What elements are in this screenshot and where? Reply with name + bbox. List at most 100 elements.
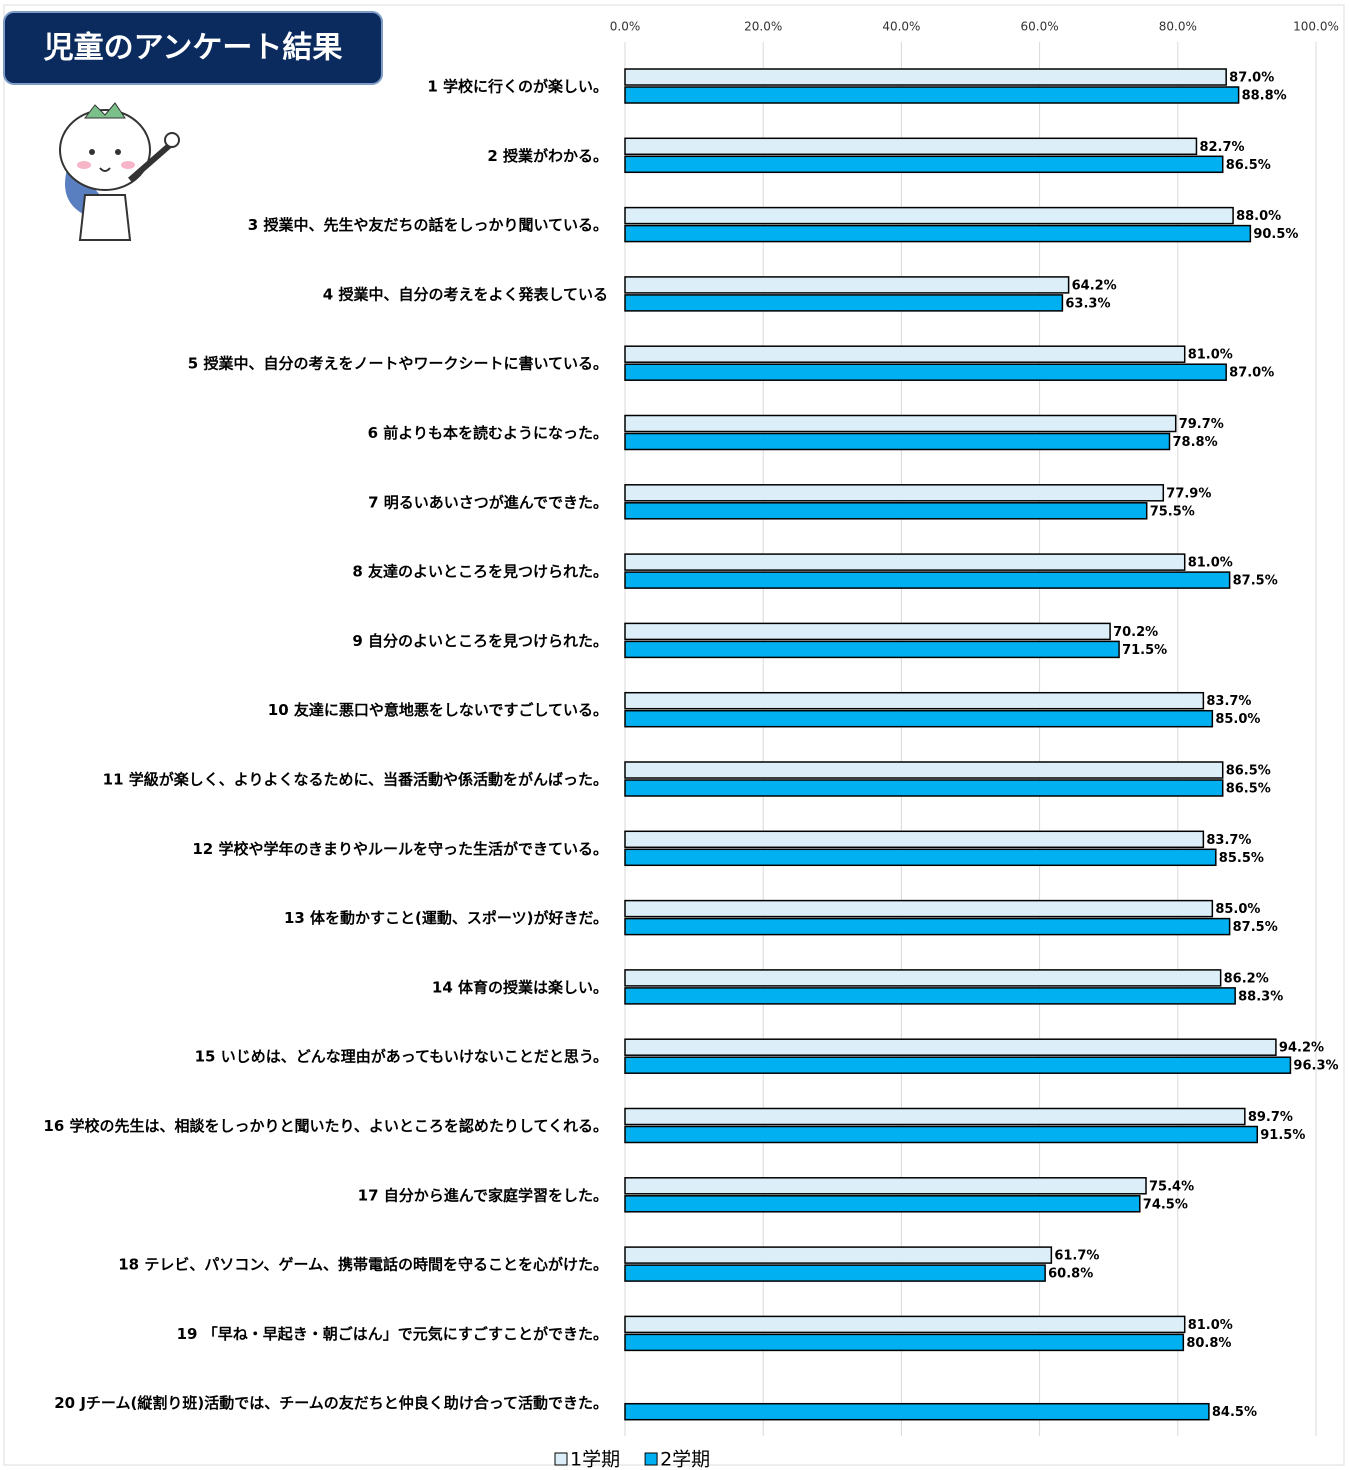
bar	[625, 1265, 1045, 1281]
bar	[625, 226, 1250, 242]
bar	[625, 623, 1110, 639]
category-label: 16 学校の先生は、相談をしっかりと聞いたり、よいところを認めたりしてくれる。	[43, 1117, 608, 1135]
value-label: 61.7%	[1054, 1249, 1099, 1264]
bar	[625, 572, 1230, 588]
bar	[625, 554, 1185, 570]
value-label: 88.0%	[1236, 209, 1281, 224]
bar	[625, 780, 1223, 796]
category-label: 15 いじめは、どんな理由があってもいけないことだと思う。	[195, 1048, 608, 1066]
bar	[625, 295, 1062, 311]
bar	[625, 1404, 1209, 1420]
x-tick-label: 0.0%	[610, 20, 641, 34]
category-label: 18 テレビ、パソコン、ゲーム、携帯電話の時間を守ることを心がけた。	[118, 1256, 608, 1274]
value-label: 70.2%	[1113, 625, 1158, 640]
value-label: 81.0%	[1188, 556, 1233, 571]
value-label: 87.5%	[1233, 920, 1278, 935]
value-label: 81.0%	[1188, 348, 1233, 363]
value-label: 82.7%	[1199, 140, 1244, 155]
category-label: 7 明るいあいさつが進んでできた。	[368, 493, 608, 511]
value-label: 87.0%	[1229, 366, 1274, 381]
bar	[625, 970, 1221, 986]
bar	[625, 1057, 1290, 1073]
bar	[625, 364, 1226, 380]
bar	[625, 503, 1147, 519]
bar	[625, 87, 1239, 103]
bar	[625, 1247, 1051, 1263]
x-tick-label: 80.0%	[1159, 20, 1197, 34]
category-label: 17 自分から進んで家庭学習をした。	[358, 1186, 608, 1204]
value-label: 87.5%	[1233, 574, 1278, 589]
bar	[625, 277, 1069, 293]
value-label: 90.5%	[1253, 227, 1298, 242]
value-label: 94.2%	[1279, 1041, 1324, 1056]
value-label: 78.8%	[1173, 435, 1218, 450]
value-label: 91.5%	[1260, 1128, 1305, 1143]
value-label: 87.0%	[1229, 71, 1274, 86]
x-tick-label: 40.0%	[882, 20, 920, 34]
bar	[625, 641, 1119, 657]
bar	[625, 1334, 1183, 1350]
bar	[625, 693, 1203, 709]
category-label: 9 自分のよいところを見つけられた。	[352, 632, 608, 650]
bar	[625, 346, 1185, 362]
value-label: 84.5%	[1212, 1405, 1257, 1420]
category-label: 4 授業中、自分の考えをよく発表している	[323, 285, 608, 303]
category-label: 6 前よりも本を読むようになった。	[368, 424, 608, 442]
category-label: 14 体育の授業は楽しい。	[432, 978, 608, 996]
value-label: 85.0%	[1215, 902, 1260, 917]
category-label: 10 友達に悪口や意地悪をしないですごしている。	[268, 701, 608, 719]
value-label: 80.8%	[1186, 1336, 1231, 1351]
bar	[625, 988, 1235, 1004]
bar	[625, 711, 1212, 727]
value-label: 71.5%	[1122, 643, 1167, 658]
value-label: 81.0%	[1188, 1318, 1233, 1333]
category-label: 13 体を動かすこと(運動、スポーツ)が好きだ。	[284, 909, 608, 927]
bar	[625, 1109, 1245, 1125]
legend-label: 2学期	[660, 1449, 710, 1470]
bar	[625, 1316, 1185, 1332]
category-label: 20 Jチーム(縦割り班)活動では、チームの友だちと仲良く助け合って活動できた。	[54, 1394, 608, 1412]
value-label: 77.9%	[1166, 486, 1211, 501]
bar	[625, 762, 1223, 778]
bar	[625, 416, 1176, 432]
bar	[625, 831, 1203, 847]
value-label: 86.2%	[1224, 971, 1269, 986]
bar	[625, 919, 1230, 935]
value-label: 60.8%	[1048, 1267, 1093, 1282]
value-label: 88.8%	[1242, 89, 1287, 104]
category-label: 19 「早ね・早起き・朝ごはん」で元気にすごすことができた。	[177, 1325, 608, 1343]
value-label: 83.7%	[1206, 694, 1251, 709]
bar	[625, 901, 1212, 917]
value-label: 86.5%	[1226, 782, 1271, 797]
bar	[625, 434, 1170, 450]
bar	[625, 1039, 1276, 1055]
value-label: 85.5%	[1219, 851, 1264, 866]
legend-swatch	[555, 1453, 567, 1465]
value-label: 75.5%	[1150, 504, 1195, 519]
value-label: 75.4%	[1149, 1179, 1194, 1194]
value-label: 83.7%	[1206, 833, 1251, 848]
category-label: 3 授業中、先生や友だちの話をしっかり聞いている。	[248, 216, 608, 234]
value-label: 64.2%	[1072, 278, 1117, 293]
category-label: 11 学級が楽しく、よりよくなるために、当番活動や係活動をがんばった。	[103, 771, 608, 789]
chart-title: 児童のアンケート結果	[44, 31, 343, 66]
x-tick-label: 100.0%	[1293, 20, 1339, 34]
bar	[625, 1196, 1140, 1212]
bar	[625, 69, 1226, 85]
value-label: 79.7%	[1179, 417, 1224, 432]
category-label: 12 学校や学年のきまりやルールを守った生活ができている。	[192, 840, 608, 858]
x-tick-label: 20.0%	[744, 20, 782, 34]
legend-label: 1学期	[570, 1449, 620, 1470]
category-label: 8 友達のよいところを見つけられた。	[352, 563, 608, 581]
value-label: 86.5%	[1226, 764, 1271, 779]
bar	[625, 1178, 1146, 1194]
value-label: 85.0%	[1215, 712, 1260, 727]
value-label: 63.3%	[1065, 296, 1110, 311]
value-label: 96.3%	[1293, 1059, 1338, 1074]
value-label: 89.7%	[1248, 1110, 1293, 1125]
bar	[625, 208, 1233, 224]
legend-swatch	[645, 1453, 657, 1465]
bar	[625, 485, 1163, 501]
bar	[625, 849, 1216, 865]
bar	[625, 138, 1196, 154]
